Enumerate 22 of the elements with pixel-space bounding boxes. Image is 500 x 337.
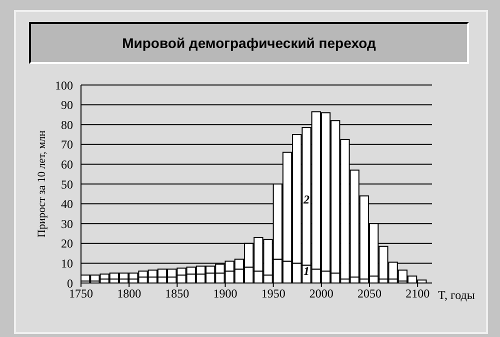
x-tick-label: 2050 — [357, 286, 382, 301]
y-axis-title: Прирост за 10 лет, млн — [36, 130, 48, 238]
y-tick-label: 60 — [61, 157, 73, 172]
chart-title: Мировой демографический переход — [29, 22, 469, 64]
y-tick-label: 20 — [61, 236, 73, 251]
y-tick-label: 100 — [55, 78, 73, 92]
x-tick-label: 1850 — [165, 286, 190, 301]
y-tick-label: 10 — [61, 256, 73, 270]
y-tick-label: 30 — [61, 216, 73, 231]
y-tick-label: 80 — [61, 118, 73, 132]
x-tick-label: 2000 — [309, 286, 334, 301]
y-tick-label: 50 — [61, 177, 73, 192]
x-axis-title: T, годы — [438, 288, 475, 302]
x-tick-label: 1900 — [213, 286, 238, 301]
x-tick-label: 2100 — [406, 286, 430, 301]
y-tick-label: 90 — [61, 98, 73, 112]
series-label: 1 — [304, 264, 310, 278]
y-tick-label: 70 — [61, 138, 73, 152]
y-tick-label: 40 — [61, 197, 73, 212]
series-label: 2 — [302, 192, 310, 206]
x-tick-label: 1950 — [261, 286, 286, 301]
x-tick-label: 1800 — [117, 286, 142, 301]
